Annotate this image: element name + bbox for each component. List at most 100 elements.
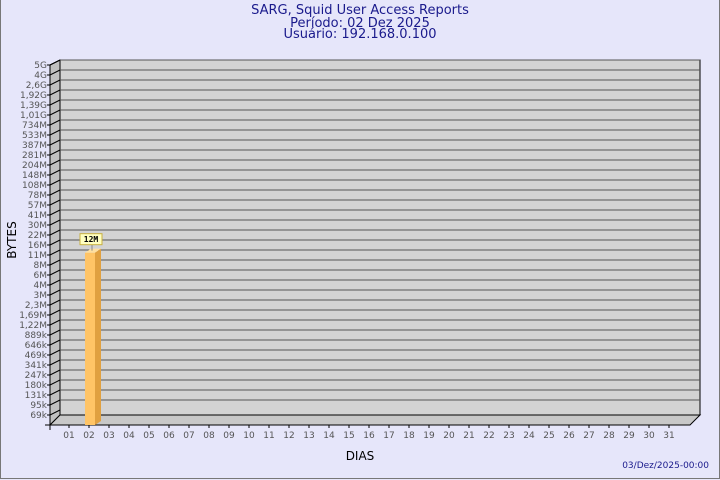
- y-tick-label: 22M: [28, 231, 47, 241]
- y-tick-diagonal: [49, 319, 61, 326]
- y-tick-label: 95k: [30, 401, 47, 411]
- x-tick-label: 09: [223, 431, 235, 441]
- y-tick-diagonal: [49, 259, 61, 266]
- y-tick-diagonal: [49, 129, 61, 136]
- y-tick-diagonal: [49, 279, 61, 286]
- y-tick-diagonal: [49, 199, 61, 206]
- y-tick-label: 3M: [34, 291, 48, 301]
- y-tick-label: 131k: [25, 391, 48, 401]
- y-tick-diagonal: [49, 109, 61, 116]
- y-tick-diagonal: [49, 99, 61, 106]
- x-tick-label: 28: [603, 431, 615, 441]
- chart-title: SARG, Squid User Access Reports: [251, 3, 469, 18]
- y-tick-label: 281M: [22, 151, 47, 161]
- x-axis-title: DIAS: [346, 449, 375, 463]
- y-tick-label: 4M: [34, 281, 48, 291]
- y-tick-label: 30M: [28, 221, 47, 231]
- y-tick-label: 1,01G: [20, 111, 47, 121]
- x-tick-label: 25: [543, 431, 554, 441]
- y-tick-diagonal: [49, 309, 61, 316]
- y-tick-label: 387M: [22, 141, 47, 151]
- generated-date: 03/Dez/2025-00:00: [622, 461, 709, 471]
- x-tick-label: 08: [203, 431, 215, 441]
- y-tick-diagonal: [49, 299, 61, 306]
- x-tick-label: 06: [163, 431, 175, 441]
- y-tick-diagonal: [49, 329, 61, 336]
- y-tick-diagonal: [49, 209, 61, 216]
- y-tick-label: 646k: [25, 341, 48, 351]
- y-tick-diagonal: [49, 239, 61, 246]
- y-tick-label: 1,92G: [20, 91, 47, 101]
- y-tick-label: 204M: [22, 161, 47, 171]
- x-tick-label: 20: [443, 431, 455, 441]
- x-tick-label: 23: [503, 431, 514, 441]
- y-tick-label: 1,22M: [19, 321, 47, 331]
- y-tick-label: 2,3M: [25, 301, 47, 311]
- y-tick-diagonal: [49, 379, 61, 386]
- y-tick-label: 108M: [22, 181, 47, 191]
- y-tick-diagonal: [49, 169, 61, 176]
- x-tick-label: 03: [103, 431, 114, 441]
- x-tick-label: 01: [63, 431, 74, 441]
- y-tick-diagonal: [49, 69, 61, 76]
- y-tick-label: 469k: [25, 351, 48, 361]
- x-tick-label: 27: [583, 431, 594, 441]
- y-tick-diagonal: [49, 229, 61, 236]
- y-tick-diagonal: [49, 119, 61, 126]
- x-tick-label: 19: [423, 431, 435, 441]
- period-label: Período: 02 Dez 2025: [290, 16, 430, 31]
- y-tick-diagonal: [49, 399, 61, 406]
- y-tick-diagonal: [49, 249, 61, 256]
- x-tick-label: 02: [83, 431, 94, 441]
- y-tick-label: 11M: [28, 251, 47, 261]
- y-tick-label: 533M: [22, 131, 47, 141]
- y-tick-diagonal: [49, 59, 61, 66]
- y-tick-label: 69k: [30, 411, 47, 421]
- y-tick-label: 4G: [34, 71, 47, 81]
- plot-back-wall: [59, 59, 701, 416]
- bar-top: [85, 248, 101, 253]
- plot-floor: [48, 414, 702, 426]
- y-tick-diagonal: [49, 369, 61, 376]
- y-tick-label: 734M: [22, 121, 47, 131]
- y-tick-diagonal: [49, 339, 61, 346]
- y-tick-label: 1,69M: [19, 311, 47, 321]
- y-tick-diagonal: [49, 139, 61, 146]
- y-tick-diagonal: [49, 189, 61, 196]
- x-tick-label: 22: [483, 431, 494, 441]
- y-tick-label: 57M: [28, 201, 47, 211]
- data-label: 12M: [84, 235, 99, 244]
- y-tick-label: 8M: [34, 261, 48, 271]
- bar-front: [85, 252, 95, 425]
- x-tick-label: 14: [323, 431, 335, 441]
- y-tick-label: 889k: [25, 331, 48, 341]
- x-tick-label: 26: [563, 431, 575, 441]
- y-tick-diagonal: [49, 349, 61, 356]
- y-tick-label: 16M: [28, 241, 47, 251]
- x-tick-label: 31: [663, 431, 674, 441]
- y-tick-label: 247k: [25, 371, 48, 381]
- user-label: Usuário: 192.168.0.100: [283, 27, 437, 42]
- y-tick-label: 2,6G: [26, 81, 47, 91]
- x-tick-label: 07: [183, 431, 194, 441]
- y-tick-label: 41M: [28, 211, 47, 221]
- y-tick-diagonal: [49, 409, 61, 416]
- x-tick-label: 12: [283, 431, 294, 441]
- y-tick-label: 148M: [22, 171, 47, 181]
- x-tick-label: 17: [383, 431, 394, 441]
- x-tick-label: 16: [363, 431, 375, 441]
- y-axis-title: BYTES: [5, 221, 19, 258]
- x-tick-label: 18: [403, 431, 415, 441]
- y-tick-diagonal: [49, 79, 61, 86]
- y-tick-label: 1,39G: [20, 101, 47, 111]
- y-tick-label: 5G: [34, 61, 47, 71]
- x-tick-label: 21: [463, 431, 474, 441]
- y-tick-diagonal: [49, 179, 61, 186]
- x-tick-label: 13: [303, 431, 314, 441]
- y-tick-diagonal: [49, 219, 61, 226]
- x-tick-label: 11: [263, 431, 274, 441]
- y-tick-diagonal: [49, 389, 61, 396]
- y-tick-label: 78M: [28, 191, 47, 201]
- y-tick-diagonal: [49, 359, 61, 366]
- x-tick-label: 29: [623, 431, 635, 441]
